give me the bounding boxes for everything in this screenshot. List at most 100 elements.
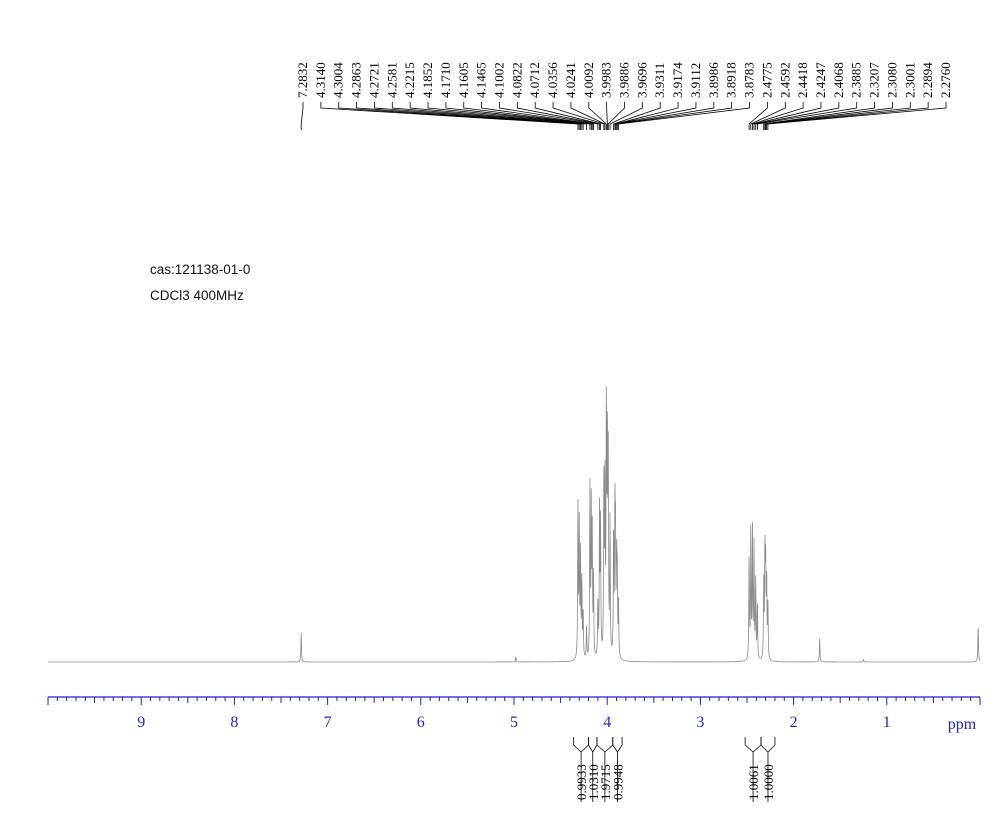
peak-label-connector: [616, 102, 715, 130]
peak-label-connector: [391, 102, 584, 130]
peak-label-text: 2.3080: [884, 62, 899, 98]
peak-label-text: 3.9174: [670, 62, 685, 98]
peak-label-text: 4.3140: [313, 62, 328, 98]
integral-value: 1.0310: [586, 764, 601, 800]
peak-label: 4.2863: [349, 62, 581, 130]
peak-labels: 7.2832 4.3140 4.3004 4.2863 4.2721 4.2581 4.22…: [295, 62, 953, 130]
peak-label-connector: [552, 102, 605, 130]
annotation-cas: cas:121138-01-0: [150, 262, 250, 277]
x-tick-label: 9: [137, 714, 145, 731]
peak-label: 4.0241: [563, 62, 606, 130]
integral-bracket: [588, 737, 594, 802]
peak-label-connector: [763, 102, 875, 130]
peak-label-text: 4.0241: [563, 62, 578, 98]
integral-bracket: [573, 737, 582, 802]
peak-label: 4.3140: [313, 62, 579, 130]
peak-label-connector: [765, 102, 911, 130]
peak-label-text: 3.9983: [599, 62, 614, 98]
peak-label: 3.8918: [616, 62, 739, 130]
peak-label: 3.8986: [616, 62, 721, 130]
integral: 1.0061: [744, 737, 762, 802]
peak-label: 4.2581: [384, 62, 584, 130]
peak-label: 2.4068: [755, 62, 846, 130]
spectrum: [48, 386, 981, 663]
peak-label-text: 4.0822: [509, 62, 524, 98]
peak-label: 4.1465: [474, 62, 594, 130]
peak-label: 4.1605: [456, 62, 593, 130]
peak-label-text: 2.2894: [920, 62, 935, 98]
peak-label: 2.4775: [748, 62, 774, 130]
peak-label-text: 2.3001: [902, 62, 917, 98]
peak-label-text: 4.0356: [545, 62, 560, 98]
integral-bracket: [592, 737, 598, 753]
peak-label-text: 4.2215: [402, 62, 417, 98]
peak-label-connector: [756, 102, 858, 130]
peak-label-connector: [752, 102, 804, 130]
peak-label-connector: [356, 102, 581, 130]
peak-label-text: 2.4592: [777, 62, 792, 98]
integral-value: 0.9933: [574, 764, 589, 800]
spectrum-trace: [48, 386, 981, 663]
peak-label: 3.9696: [609, 62, 649, 130]
peak-label: 3.9886: [607, 62, 632, 130]
x-tick-label: 8: [230, 714, 238, 731]
integral-bracket: [604, 737, 614, 753]
integral-value: 1.0061: [746, 764, 761, 800]
peak-label-connector: [463, 102, 593, 130]
integral-bracket: [760, 737, 769, 802]
peak-label: 2.3080: [764, 62, 899, 130]
peak-label-text: 2.4418: [795, 62, 810, 98]
integral-bracket: [580, 737, 589, 753]
peak-label-text: 2.4247: [813, 62, 828, 98]
x-tick-label: 1: [883, 714, 891, 731]
peak-label-text: 4.1465: [474, 62, 489, 98]
peak-label: 3.9311: [613, 63, 667, 130]
peak-label-connector: [764, 102, 893, 130]
peak-label-text: 4.0712: [527, 62, 542, 98]
peak-label: 7.2832: [295, 62, 310, 130]
peak-label-connector: [750, 102, 786, 130]
peak-label-text: 7.2832: [295, 62, 310, 98]
peak-label: 4.0712: [527, 62, 601, 130]
peak-label-text: 4.2581: [384, 62, 399, 98]
peak-label-connector: [753, 102, 822, 130]
peak-label: 2.4418: [752, 62, 810, 130]
integral-bracket: [617, 737, 623, 753]
integral-value: 0.9948: [610, 764, 625, 800]
peak-label-connector: [614, 102, 679, 130]
peak-label-text: 3.8783: [742, 62, 757, 98]
x-unit-label: ppm: [948, 716, 977, 733]
peak-label-connector: [409, 102, 587, 130]
peak-label-text: 4.1710: [438, 62, 453, 98]
peak-label-connector: [755, 102, 840, 130]
peak-label: 3.9983: [599, 62, 614, 130]
peak-label-text: 2.3207: [867, 62, 882, 98]
peak-label-text: 3.9886: [617, 62, 632, 98]
peak-label: 4.0822: [509, 62, 600, 130]
integral-bracket: [744, 737, 754, 802]
peak-label-text: 3.9112: [688, 63, 703, 98]
x-tick-label: 5: [510, 714, 518, 731]
x-tick-label: 4: [603, 714, 611, 731]
peak-label-connector: [516, 102, 600, 130]
peak-label-text: 4.1002: [491, 62, 506, 98]
peak-label-connector: [766, 102, 929, 130]
peak-label-text: 4.0092: [581, 62, 596, 98]
annotation-solvent: CDCl3 400MHz: [150, 288, 244, 303]
integral-value: 1.0000: [761, 764, 776, 800]
peak-label-connector: [588, 102, 607, 130]
peak-label-connector: [427, 102, 591, 130]
peak-label: 4.3004: [331, 62, 580, 130]
peak-label: 4.1710: [438, 62, 592, 130]
integral-bracket: [612, 737, 618, 802]
peak-label-connector: [618, 102, 750, 130]
peak-label-connector: [320, 102, 579, 130]
peak-label-connector: [609, 102, 643, 130]
peak-label-connector: [613, 102, 661, 130]
peak-label-connector: [374, 102, 583, 130]
peak-label-connector: [748, 102, 768, 130]
peak-label-text: 4.1852: [420, 62, 435, 98]
peak-label: 2.4247: [753, 62, 828, 130]
